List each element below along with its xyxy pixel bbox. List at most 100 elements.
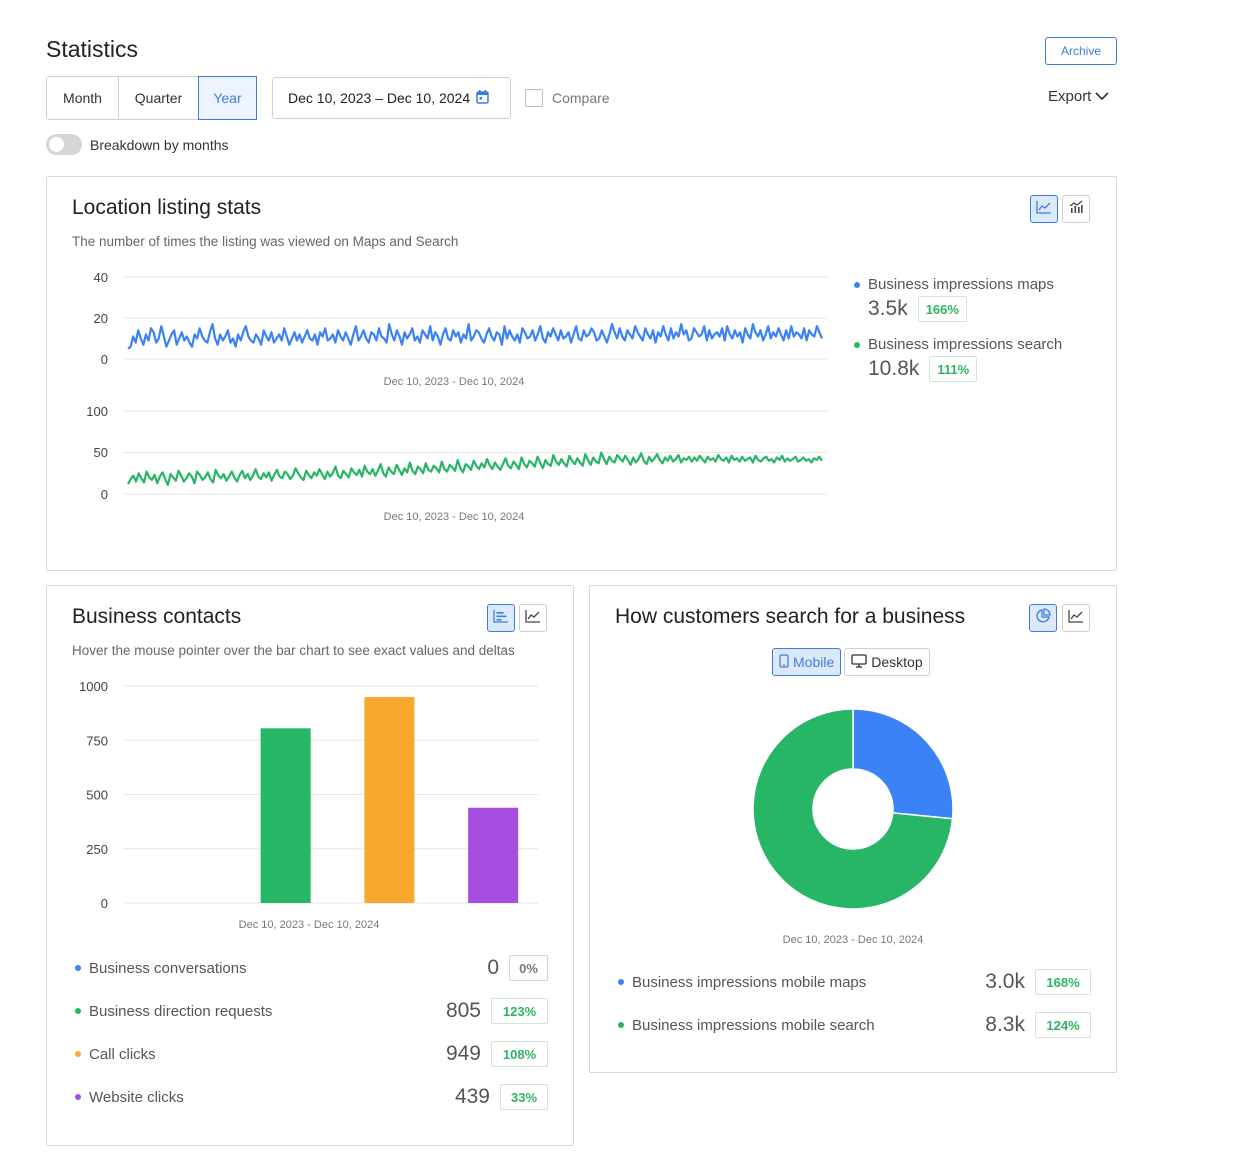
calendar-icon (476, 89, 489, 107)
contact-label: Business direction requests (89, 1002, 273, 1020)
breakdown-toggle-row: Breakdown by months (46, 134, 229, 155)
contact-value: 0 (487, 956, 499, 979)
contact-row-directions: Business direction requests 805 123% (75, 997, 548, 1025)
period-month-button[interactable]: Month (47, 77, 119, 119)
bar-ytick: 500 (86, 788, 108, 803)
export-dropdown[interactable]: Export (1048, 88, 1109, 105)
search-label: Business impressions mobile search (632, 1016, 875, 1034)
bar-call-clicks[interactable] (364, 697, 415, 903)
maps-ytick-20: 20 (94, 311, 108, 326)
legend-value: 3.5k (868, 297, 908, 320)
desktop-icon (851, 653, 867, 671)
period-year-button[interactable]: Year (198, 76, 257, 120)
device-toggle: Mobile Desktop (772, 648, 930, 676)
legend-label: Business impressions search (868, 336, 1063, 353)
search-impressions-line (127, 451, 823, 486)
slice-business-impressions-mobile-search[interactable] (752, 708, 954, 910)
legend-dot (75, 1008, 81, 1014)
date-range-value: Dec 10, 2023 – Dec 10, 2024 (288, 90, 471, 106)
date-range-picker[interactable]: Dec 10, 2023 – Dec 10, 2024 (272, 77, 511, 119)
combined-chart-icon (1068, 199, 1084, 219)
delta-badge: 0% (509, 955, 548, 981)
bar-ytick: 1000 (79, 679, 108, 694)
legend-dot (854, 281, 860, 288)
compare-label: Compare (552, 90, 610, 106)
bar-chart-xlabel: Dec 10, 2023 - Dec 10, 2024 (239, 919, 380, 931)
contact-label: Website clicks (89, 1088, 184, 1106)
search-ytick-0: 0 (101, 487, 108, 502)
maps-chart-xlabel: Dec 10, 2023 - Dec 10, 2024 (384, 376, 525, 388)
search-row-mobile-search: Business impressions mobile search 8.3k … (618, 1011, 1091, 1039)
legend-item-search: Business impressions search (854, 336, 1094, 353)
maps-ytick-0: 0 (101, 352, 108, 367)
compare-checkbox[interactable] (525, 89, 543, 107)
contacts-card-title: Business contacts (72, 605, 242, 628)
export-label: Export (1048, 88, 1092, 105)
period-selector: Month Quarter Year (46, 76, 257, 120)
breakdown-toggle[interactable] (46, 134, 82, 155)
chevron-down-icon (1095, 88, 1109, 105)
contact-label: Call clicks (89, 1045, 156, 1063)
bar-ytick: 750 (86, 733, 108, 748)
delta-badge: 166% (917, 296, 967, 322)
legend-label: Business impressions maps (868, 276, 1054, 293)
legend-dot (854, 341, 860, 348)
desktop-button[interactable]: Desktop (844, 648, 930, 676)
legend-dot (75, 1051, 81, 1057)
combined-chart-view-button[interactable] (1062, 195, 1090, 223)
slice-business-impressions-mobile-maps[interactable] (852, 708, 954, 820)
line-chart-icon (525, 609, 541, 628)
page-title: Statistics (46, 36, 139, 62)
archive-button[interactable]: Archive (1045, 37, 1117, 65)
legend-value: 10.8k (868, 357, 920, 380)
line-chart-icon (1036, 200, 1052, 219)
compare-control[interactable]: Compare (525, 89, 610, 107)
contacts-card-subtitle: Hover the mouse pointer over the bar cha… (72, 643, 515, 658)
line-chart-icon (1068, 609, 1084, 628)
customer-search-card (589, 585, 1117, 1073)
search-card-title: How customers search for a business (615, 605, 966, 628)
bar-ytick: 250 (86, 842, 108, 857)
contact-value: 439 (454, 1085, 490, 1108)
delta-badge: 33% (500, 1084, 548, 1110)
pie-chart-view-button[interactable] (1029, 604, 1057, 632)
location-card-title: Location listing stats (72, 196, 262, 219)
mobile-label: Mobile (793, 654, 835, 670)
location-legend: Business impressions maps 3.5k 166% Busi… (854, 276, 1094, 382)
legend-dot (618, 1022, 624, 1028)
contact-label: Business conversations (89, 959, 247, 977)
delta-badge: 168% (1035, 969, 1091, 995)
delta-badge: 108% (491, 1041, 548, 1067)
bar-chart-view-button[interactable] (487, 604, 515, 632)
contact-row-calls: Call clicks 949 108% (75, 1040, 548, 1068)
search-value: 3.0k (985, 970, 1025, 993)
desktop-label: Desktop (871, 654, 923, 670)
location-line-charts: 40 20 0 Dec 10, 2023 - Dec 10, 2024 100 … (86, 270, 827, 523)
contact-row-website: Website clicks 439 33% (75, 1083, 548, 1111)
line-chart-view-button[interactable] (1062, 604, 1090, 632)
bar-ytick: 0 (101, 896, 108, 911)
legend-item-maps: Business impressions maps (854, 276, 1094, 293)
search-label: Business impressions mobile maps (632, 973, 867, 991)
line-chart-view-button[interactable] (519, 604, 547, 632)
maps-impressions-line (127, 323, 824, 350)
bar-business-direction-requests[interactable] (260, 728, 311, 903)
search-donut-chart: Dec 10, 2023 - Dec 10, 2024 (752, 708, 954, 946)
line-chart-view-button[interactable] (1030, 195, 1058, 223)
search-ytick-100: 100 (86, 404, 108, 419)
search-ytick-50: 50 (94, 445, 108, 460)
search-chart-xlabel: Dec 10, 2023 - Dec 10, 2024 (384, 511, 525, 523)
mobile-button[interactable]: Mobile (772, 648, 842, 676)
donut-chart-xlabel: Dec 10, 2023 - Dec 10, 2024 (783, 934, 924, 946)
search-row-mobile-maps: Business impressions mobile maps 3.0k 16… (618, 968, 1091, 996)
legend-dot (75, 965, 81, 971)
delta-badge: 111% (929, 356, 978, 382)
contact-row-conversations: Business conversations 0 0% (75, 954, 548, 982)
contact-value: 949 (445, 1042, 481, 1065)
mobile-icon (779, 653, 789, 671)
maps-ytick-40: 40 (94, 270, 108, 285)
period-quarter-button[interactable]: Quarter (119, 77, 199, 119)
search-value: 8.3k (985, 1013, 1025, 1036)
delta-badge: 124% (1035, 1012, 1091, 1038)
bar-website-clicks[interactable] (468, 807, 519, 903)
